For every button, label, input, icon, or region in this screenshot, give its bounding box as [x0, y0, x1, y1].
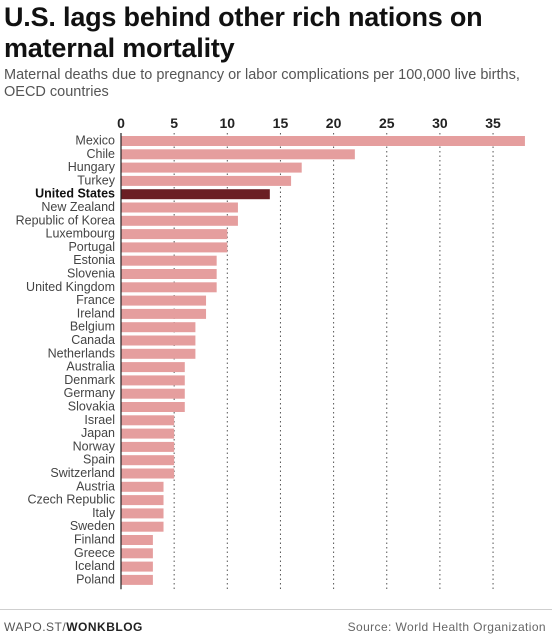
data-bar: [121, 175, 292, 186]
category-label: New Zealand: [41, 200, 115, 214]
data-bar: [121, 242, 228, 253]
category-label: Switzerland: [50, 466, 115, 480]
data-bar: [121, 229, 228, 240]
footer-divider: [0, 609, 552, 610]
category-label: Belgium: [70, 320, 115, 334]
category-label: Japan: [81, 426, 115, 440]
category-label: Chile: [87, 147, 116, 161]
x-tick-label: 25: [379, 115, 395, 131]
category-label: Germany: [64, 386, 116, 400]
x-tick-label: 30: [432, 115, 448, 131]
credit-prefix: WAPO.ST/: [4, 620, 67, 634]
category-label: Poland: [76, 572, 115, 586]
credit-link[interactable]: WAPO.ST/WONKBLOG: [4, 620, 143, 634]
bar-chart: 0 5 10 15 20 25 30 35MexicoChileHungaryTurkeyUn…: [16, 115, 525, 590]
category-label: Ireland: [77, 306, 115, 320]
category-label: Canada: [71, 333, 115, 347]
data-bar: [121, 162, 302, 173]
data-bar: [121, 308, 207, 319]
category-label: Spain: [83, 453, 115, 467]
data-bar: [121, 322, 196, 333]
data-bar: [121, 428, 175, 439]
x-tick-label: 0: [117, 115, 125, 131]
category-label: Italy: [92, 506, 116, 520]
credit-brand: WONKBLOG: [66, 620, 143, 634]
x-tick-label: 35: [485, 115, 501, 131]
data-bar: [121, 402, 185, 412]
data-bar: [121, 468, 175, 479]
data-bar: [121, 574, 153, 585]
category-label: Portugal: [68, 240, 115, 254]
source-note: Source: World Health Organization: [347, 620, 546, 634]
category-label: Israel: [84, 413, 115, 427]
data-bar: [121, 335, 196, 346]
data-bar: [121, 136, 525, 146]
data-bar: [121, 548, 153, 559]
highlight-bar: [121, 189, 270, 200]
data-bar: [121, 495, 164, 506]
category-label: Turkey: [77, 173, 115, 187]
category-label: Estonia: [73, 253, 115, 267]
data-bar: [121, 348, 196, 359]
category-label: Slovenia: [67, 267, 115, 281]
data-bar: [121, 295, 207, 306]
data-bar: [121, 282, 217, 293]
data-bar: [121, 255, 217, 266]
data-bar: [121, 215, 238, 226]
category-label: Slovakia: [68, 400, 115, 414]
x-tick-label: 5: [170, 115, 178, 131]
data-bar: [121, 375, 185, 386]
data-bar: [121, 388, 185, 399]
data-bar: [121, 455, 175, 466]
data-bar: [121, 149, 355, 160]
category-label: Sweden: [70, 519, 115, 533]
chart-subtitle: Maternal deaths due to pregnancy or labo…: [4, 67, 520, 100]
category-label: Republic of Korea: [16, 213, 115, 227]
category-label: Iceland: [75, 559, 115, 573]
category-label: Hungary: [68, 160, 116, 174]
category-label: Czech Republic: [27, 493, 115, 507]
x-tick-label: 20: [326, 115, 342, 131]
data-bar: [121, 481, 164, 492]
category-label: Greece: [74, 546, 115, 560]
category-label: United States: [35, 187, 115, 201]
data-bar: [121, 535, 153, 545]
category-label: Australia: [66, 360, 115, 374]
data-bar: [121, 441, 175, 452]
data-bar: [121, 561, 153, 572]
category-label: France: [76, 293, 115, 307]
data-bar: [121, 521, 164, 532]
category-label: Austria: [76, 479, 115, 493]
x-tick-label: 15: [273, 115, 289, 131]
category-label: Finland: [74, 533, 115, 547]
chart-title: U.S. lags behind other rich nations on m…: [4, 2, 483, 63]
x-tick-label: 10: [220, 115, 236, 131]
category-label: United Kingdom: [26, 280, 115, 294]
data-bar: [121, 508, 164, 519]
category-label: Denmark: [64, 373, 115, 387]
category-label: Mexico: [75, 134, 115, 148]
category-label: Netherlands: [48, 346, 115, 360]
data-bar: [121, 269, 217, 279]
data-bar: [121, 415, 175, 426]
data-bar: [121, 202, 238, 213]
data-bar: [121, 362, 185, 373]
category-label: Luxembourg: [46, 227, 116, 241]
category-label: Norway: [73, 439, 116, 453]
